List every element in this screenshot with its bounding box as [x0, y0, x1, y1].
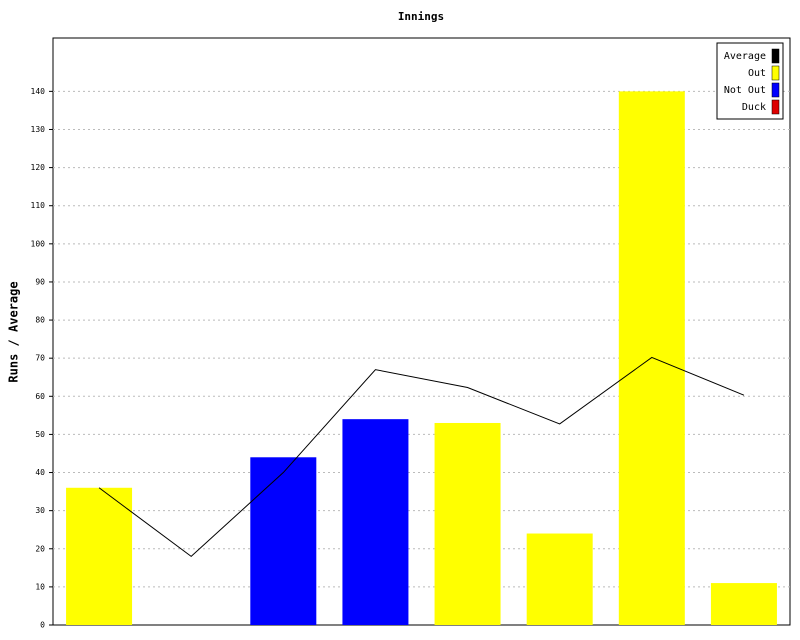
y-tick-label: 40: [35, 468, 45, 477]
bar: [342, 419, 409, 625]
legend-label: Average: [724, 51, 766, 62]
bar: [434, 422, 501, 625]
legend-label: Duck: [742, 102, 766, 113]
y-tick-label: 100: [31, 239, 46, 248]
legend-swatch: [771, 48, 780, 64]
y-tick-label: 130: [31, 125, 46, 134]
legend-swatch: [771, 99, 780, 115]
bar: [250, 457, 317, 625]
y-tick-label: 110: [31, 201, 46, 210]
legend-label: Out: [748, 68, 766, 79]
y-tick-label: 70: [35, 354, 45, 363]
bar: [526, 533, 593, 625]
y-tick-label: 60: [35, 392, 45, 401]
bar: [710, 583, 777, 625]
y-tick-label: 80: [35, 316, 45, 325]
y-tick-label: 30: [35, 506, 45, 515]
y-axis-label: Runs / Average: [7, 281, 21, 382]
y-tick-label: 120: [31, 163, 46, 172]
chart-title: Innings: [398, 10, 444, 23]
y-tick-label: 0: [40, 621, 45, 630]
bar: [66, 487, 133, 625]
legend-swatch: [771, 65, 780, 81]
legend-swatch: [771, 82, 780, 98]
y-tick-label: 140: [31, 87, 46, 96]
y-tick-label: 90: [35, 277, 45, 286]
bar: [618, 91, 685, 625]
average-line: [98, 356, 745, 558]
plot-frame: [52, 37, 791, 626]
y-tick-label: 20: [35, 544, 45, 553]
legend-label: Not Out: [724, 85, 766, 96]
y-tick-label: 50: [35, 430, 45, 439]
y-tick-label: 10: [35, 582, 45, 591]
